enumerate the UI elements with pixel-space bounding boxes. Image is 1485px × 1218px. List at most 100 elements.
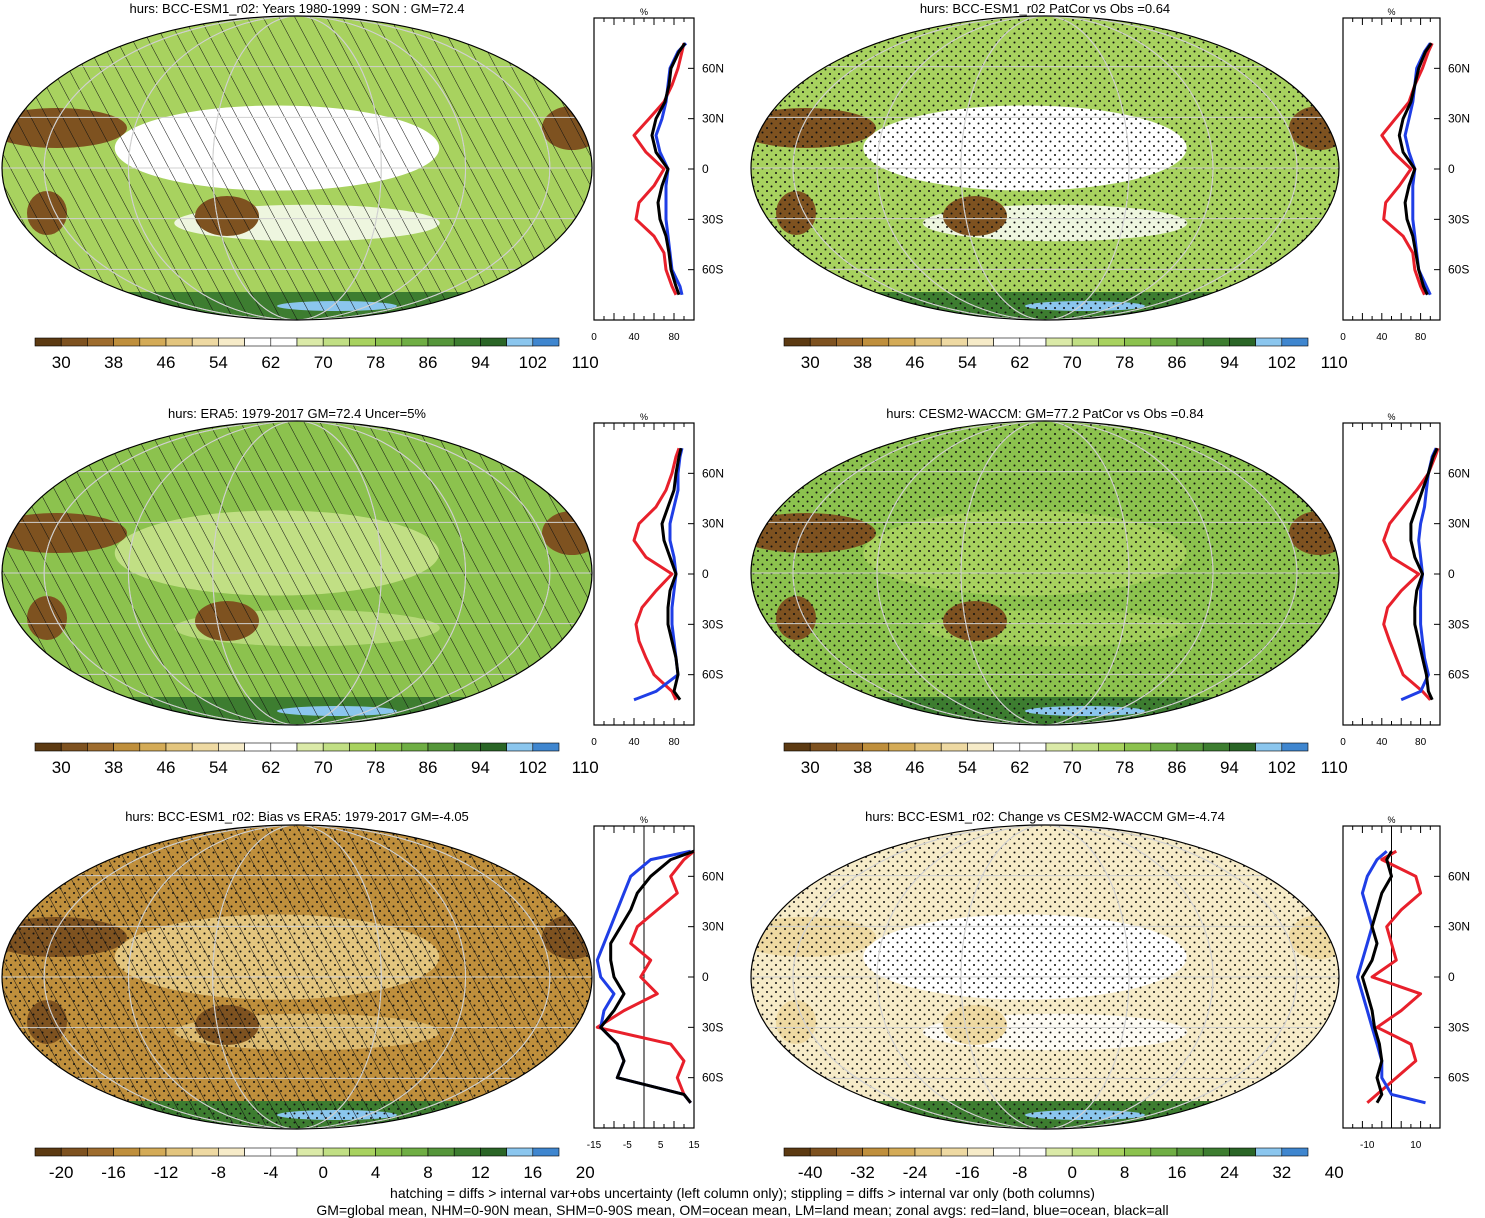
colorbar-tick-label: 94	[471, 758, 490, 777]
colorbar-swatch	[1045, 337, 1073, 347]
colorbar-swatch	[862, 337, 890, 347]
zonal-x-tick-label: 80	[668, 737, 680, 748]
colorbar-tick-label: 30	[801, 353, 820, 372]
colorbar-tick-label: 62	[1010, 758, 1029, 777]
panel-1: hurs: BCC-ESM1_r02: Years 1980-1999 : SO…	[1, 1, 724, 372]
colorbar-swatch	[34, 1147, 62, 1157]
colorbar-swatch	[809, 1147, 837, 1157]
colorbar-swatch	[480, 1147, 507, 1157]
colorbar-swatch	[967, 1147, 994, 1157]
colorbar-tick-label: 78	[1115, 353, 1134, 372]
colorbar: 30 38 46 54 62 70 78 86 94 102 110	[783, 337, 1348, 372]
colorbar-swatch	[401, 1147, 429, 1157]
zonal-mean-plot: % 60N 30N 0 30S 60S 0 40 80	[591, 7, 724, 343]
colorbar-swatch	[401, 742, 429, 752]
colorbar-tick-label: 38	[104, 758, 123, 777]
footer-note-hatching: hatching = diffs > internal var+obs unce…	[390, 1185, 1095, 1201]
colorbar-swatch	[296, 742, 324, 752]
colorbar-swatch	[1098, 337, 1125, 347]
colorbar-swatch	[34, 742, 62, 752]
colorbar-swatch	[967, 337, 994, 347]
footer-note-legend: GM=global mean, NHM=0-90N mean, SHM=0-90…	[316, 1202, 1169, 1218]
colorbar-swatch	[1255, 337, 1283, 347]
colorbar-swatch	[1176, 742, 1204, 752]
zonal-lat-tick-label: 30S	[1448, 1020, 1469, 1034]
zonal-lat-tick-label: 60N	[1448, 869, 1470, 883]
panel-4: hurs: CESM2-WACCM: GM=77.2 PatCor vs Obs…	[750, 406, 1470, 777]
colorbar-swatch	[1281, 742, 1309, 752]
map-title: hurs: BCC-ESM1_r02: Bias vs ERA5: 1979-2…	[125, 809, 469, 824]
colorbar-swatch	[218, 1147, 245, 1157]
colorbar-tick-label: 46	[157, 353, 176, 372]
zonal-x-tick-label: 80	[668, 332, 680, 343]
colorbar-swatch	[139, 337, 167, 347]
colorbar-swatch	[1150, 1147, 1178, 1157]
colorbar-tick-label: -12	[154, 1163, 179, 1182]
colorbar-swatch	[532, 337, 560, 347]
zonal-line-land	[632, 42, 686, 296]
zonal-lat-tick-label: 60N	[1448, 466, 1470, 480]
colorbar-tick-label: 46	[906, 353, 925, 372]
colorbar-swatch	[888, 337, 916, 347]
colorbar-swatch	[270, 337, 298, 347]
colorbar-swatch	[113, 742, 141, 752]
colorbar-swatch	[296, 337, 324, 347]
colorbar-tick-label: 70	[314, 758, 333, 777]
colorbar-swatch	[427, 337, 455, 347]
zonal-unit-label: %	[1387, 7, 1395, 17]
colorbar-tick-label: 94	[1220, 353, 1239, 372]
colorbar-tick-label: 16	[1168, 1163, 1187, 1182]
zonal-lat-tick-label: 0	[702, 567, 709, 581]
map-field	[751, 825, 1339, 1129]
colorbar-swatch	[1124, 337, 1152, 347]
colorbar-swatch	[60, 1147, 88, 1157]
colorbar-tick-label: 94	[1220, 758, 1239, 777]
colorbar-tick-label: 102	[519, 353, 547, 372]
zonal-unit-label: %	[640, 7, 648, 17]
colorbar-tick-label: 86	[1168, 353, 1187, 372]
colorbar-swatch	[1045, 742, 1073, 752]
zonal-lat-tick-label: 30N	[1448, 517, 1470, 531]
colorbar-swatch	[888, 1147, 916, 1157]
colorbar-swatch	[1071, 742, 1099, 752]
colorbar-tick-label: 16	[523, 1163, 542, 1182]
colorbar-tick-label: 0	[1067, 1163, 1076, 1182]
colorbar-tick-label: 62	[261, 758, 280, 777]
colorbar-swatch	[993, 337, 1021, 347]
zonal-unit-label: %	[1387, 412, 1395, 422]
colorbar-swatch	[1019, 742, 1047, 752]
map-title: hurs: BCC-ESM1_r02: Change vs CESM2-WACC…	[865, 809, 1225, 824]
colorbar-tick-label: 46	[157, 758, 176, 777]
zonal-x-tick-label: -10	[1360, 1140, 1375, 1151]
colorbar-swatch	[322, 337, 350, 347]
zonal-unit-label: %	[640, 815, 648, 825]
zonal-lat-tick-label: 60S	[1448, 1071, 1469, 1085]
map-field	[2, 421, 592, 725]
colorbar-tick-label: -8	[1012, 1163, 1027, 1182]
zonal-line-land	[1366, 849, 1423, 1104]
zonal-lat-tick-label: 60S	[1448, 668, 1469, 682]
colorbar-swatch	[165, 337, 193, 347]
zonal-lat-tick-label: 60N	[702, 869, 724, 883]
colorbar-swatch	[113, 1147, 141, 1157]
colorbar-tick-label: 30	[801, 758, 820, 777]
colorbar-swatch	[836, 337, 863, 347]
colorbar-swatch	[506, 742, 534, 752]
zonal-unit-label: %	[640, 412, 648, 422]
map-title: hurs: ERA5: 1979-2017 GM=72.4 Uncer=5%	[168, 406, 426, 421]
colorbar-swatch	[453, 337, 481, 347]
colorbar-tick-label: 24	[1220, 1163, 1239, 1182]
colorbar-swatch	[532, 742, 560, 752]
colorbar-swatch	[993, 742, 1021, 752]
colorbar-swatch	[809, 742, 837, 752]
colorbar-tick-label: 54	[958, 353, 977, 372]
colorbar-tick-label: 38	[104, 353, 123, 372]
colorbar-swatch	[940, 337, 968, 347]
colorbar-swatch	[1255, 1147, 1283, 1157]
zonal-x-tick-label: -5	[623, 1140, 632, 1151]
colorbar-swatch	[1255, 742, 1283, 752]
colorbar-tick-label: 30	[52, 353, 71, 372]
colorbar-swatch	[809, 337, 837, 347]
colorbar-swatch	[191, 1147, 219, 1157]
